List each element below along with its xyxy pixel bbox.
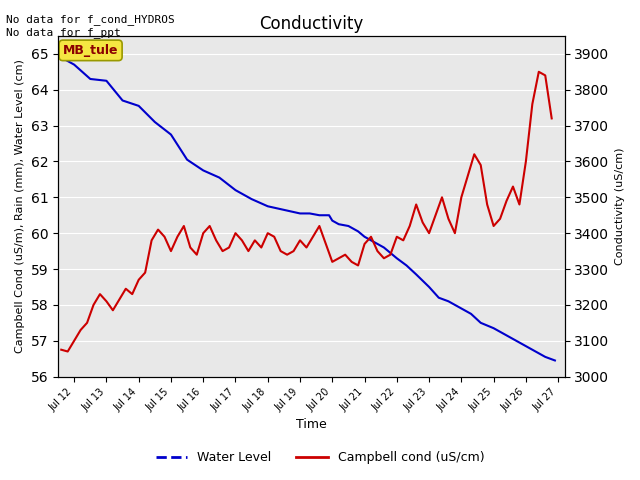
Text: MB_tule: MB_tule xyxy=(63,44,118,57)
Legend: Water Level, Campbell cond (uS/cm): Water Level, Campbell cond (uS/cm) xyxy=(151,446,489,469)
Text: No data for f_cond_HYDROS
No data for f_ppt: No data for f_cond_HYDROS No data for f_… xyxy=(6,14,175,38)
Y-axis label: Conductivity (uS/cm): Conductivity (uS/cm) xyxy=(615,147,625,265)
Y-axis label: Campbell Cond (uS/m), Rain (mm), Water Level (cm): Campbell Cond (uS/m), Rain (mm), Water L… xyxy=(15,60,25,353)
Title: Conductivity: Conductivity xyxy=(259,15,364,33)
X-axis label: Time: Time xyxy=(296,419,326,432)
